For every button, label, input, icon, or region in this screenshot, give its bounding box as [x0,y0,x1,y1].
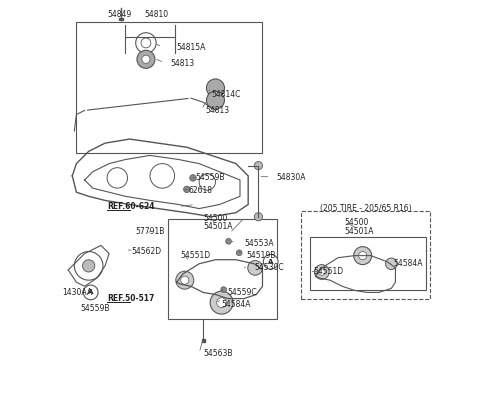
Circle shape [254,213,263,221]
Circle shape [254,162,263,170]
Circle shape [210,291,233,314]
Bar [168,219,277,319]
Text: 54810: 54810 [144,10,168,19]
Text: 54813: 54813 [170,59,194,68]
Text: 62618: 62618 [189,186,213,195]
Circle shape [221,287,227,292]
Circle shape [180,276,189,284]
Text: REF.50-517: REF.50-517 [107,294,155,303]
Circle shape [206,79,225,97]
Text: A: A [88,290,94,295]
Bar [76,22,263,153]
Text: 54559C: 54559C [228,288,257,297]
Circle shape [319,269,325,275]
Text: 54551D: 54551D [180,251,211,260]
Circle shape [74,252,103,280]
Circle shape [385,258,397,270]
Circle shape [226,238,231,244]
Text: 54849: 54849 [107,10,132,19]
Circle shape [137,50,155,68]
Text: 54519B: 54519B [246,251,276,260]
Text: 54530C: 54530C [254,263,284,272]
Circle shape [142,55,150,63]
Text: 54559B: 54559B [81,304,110,313]
Bar [310,237,426,290]
Text: 54501A: 54501A [344,227,374,236]
Bar [202,339,205,342]
Text: 54500: 54500 [203,214,228,223]
Text: 54815A: 54815A [177,43,206,52]
Text: 54501A: 54501A [203,222,233,231]
Circle shape [83,260,95,272]
Circle shape [359,252,367,260]
Text: 54813: 54813 [205,106,229,115]
Circle shape [248,261,263,275]
Circle shape [236,250,242,256]
Text: A: A [268,259,274,265]
Text: 54559B: 54559B [195,173,225,182]
Text: 57791B: 57791B [136,227,165,236]
Bar [301,211,430,299]
Text: 54830A: 54830A [277,173,306,182]
Bar [120,18,123,20]
Text: (205 TIRE - 205/65 R16): (205 TIRE - 205/65 R16) [320,204,411,213]
Circle shape [84,285,98,300]
Text: REF.60-624: REF.60-624 [107,202,155,211]
Circle shape [150,164,175,188]
Circle shape [176,271,194,289]
Text: 54584A: 54584A [222,300,251,309]
Text: 54584A: 54584A [394,259,423,268]
Circle shape [354,247,372,265]
Text: 54563B: 54563B [203,349,233,358]
Text: 54562D: 54562D [132,247,162,256]
Circle shape [216,298,227,308]
Circle shape [206,91,225,109]
Text: 1430AA: 1430AA [62,288,92,297]
Text: 54500: 54500 [344,218,369,227]
Circle shape [314,265,329,279]
Circle shape [183,186,190,193]
Circle shape [107,168,128,188]
Circle shape [264,254,278,269]
Text: 54551D: 54551D [313,267,344,276]
Circle shape [190,175,196,181]
Text: 54814C: 54814C [211,90,241,99]
Text: 54553A: 54553A [244,239,274,248]
Circle shape [199,174,216,190]
